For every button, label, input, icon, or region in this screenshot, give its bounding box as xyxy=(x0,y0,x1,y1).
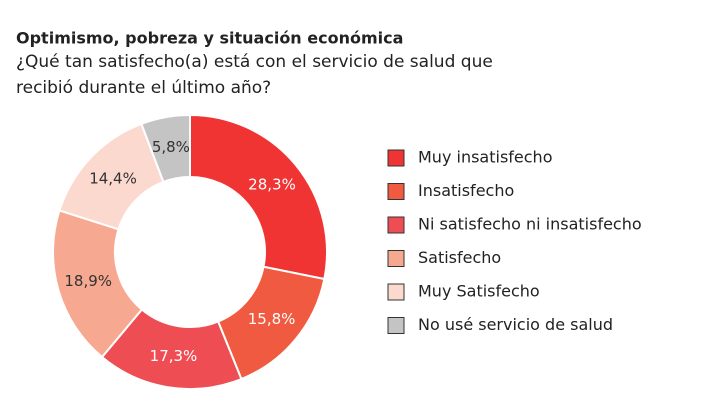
legend-label: Muy insatisfecho xyxy=(418,148,552,167)
legend-swatch xyxy=(387,250,405,267)
legend-swatch xyxy=(387,283,405,301)
donut-slice xyxy=(140,113,191,184)
data-label: 18,9% xyxy=(64,272,112,290)
legend-swatch xyxy=(387,149,405,167)
data-label: 14,4% xyxy=(89,170,137,188)
data-label: 17,3% xyxy=(150,347,198,365)
legend-swatch xyxy=(387,216,405,234)
data-label: 15,8% xyxy=(248,310,296,328)
chart-subtitle: ¿Qué tan satisfecho(a) está con el servi… xyxy=(16,52,493,72)
data-label: 5,8% xyxy=(152,138,190,156)
legend-label: Muy Satisfecho xyxy=(418,282,540,301)
legend-label: Insatisfecho xyxy=(418,181,514,200)
donut-slice xyxy=(189,113,328,281)
data-label: 28,3% xyxy=(248,175,296,193)
legend-swatch xyxy=(387,317,405,334)
chart-subtitle: recibió durante el último año? xyxy=(16,78,271,98)
legend-label: Ni satisfecho ni insatisfecho xyxy=(418,215,642,234)
legend-label: No usé servicio de salud xyxy=(418,315,613,334)
legend-swatch xyxy=(387,183,405,200)
chart-title: Optimismo, pobreza y situación económica xyxy=(16,29,403,48)
legend-label: Satisfecho xyxy=(418,248,501,267)
